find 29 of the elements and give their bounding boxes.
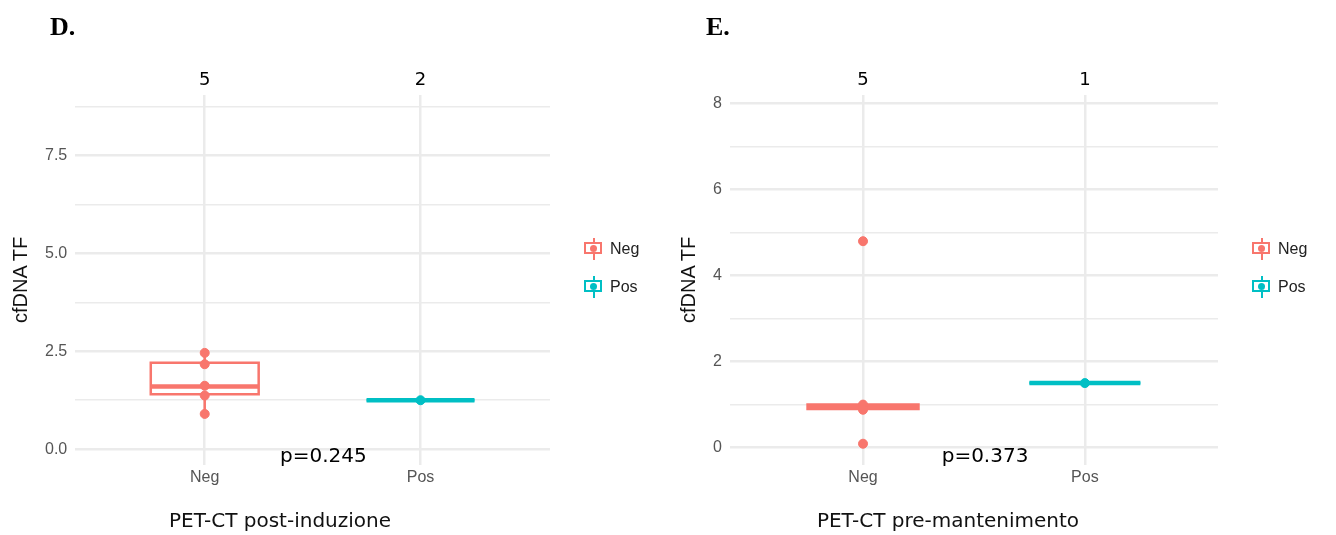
y-tick-label: 0.0 bbox=[44, 439, 68, 457]
text: 5 bbox=[857, 67, 869, 89]
x-axis-title: PET-CT pre-mantenimento bbox=[815, 508, 1081, 532]
x-tick-label: Pos bbox=[406, 467, 435, 485]
y-tick-label: 7.5 bbox=[44, 146, 68, 164]
legend-label: Pos bbox=[610, 278, 638, 296]
text: 5 bbox=[199, 67, 211, 89]
y-tick-label: 2 bbox=[712, 352, 722, 370]
annotation: p=0.373 bbox=[941, 443, 1029, 467]
text: 1 bbox=[1079, 67, 1091, 89]
legend-label: Neg bbox=[1278, 240, 1308, 258]
x-tick-label: Pos bbox=[1071, 467, 1099, 485]
text: 2 bbox=[414, 67, 427, 89]
y-tick-label: 8 bbox=[712, 94, 722, 112]
chart-title: E. bbox=[706, 12, 730, 42]
chart-title: D. bbox=[50, 12, 76, 42]
x-axis-title: PET-CT post-induzione bbox=[167, 508, 393, 532]
y-tick-label: 2.5 bbox=[44, 341, 68, 359]
x-tick-label: Neg bbox=[190, 467, 220, 485]
y-tick-label: 0 bbox=[712, 438, 722, 456]
y-axis-title: cfDNA TF bbox=[676, 236, 699, 324]
legend-label: Neg bbox=[610, 240, 640, 258]
y-tick-label: 5.0 bbox=[44, 243, 68, 261]
y-axis-title: cfDNA TF bbox=[8, 236, 31, 324]
annotation: p=0.245 bbox=[280, 443, 367, 467]
legend-label: Pos bbox=[1278, 278, 1306, 296]
y-tick-label: 4 bbox=[712, 266, 722, 284]
x-tick-label: Neg bbox=[848, 467, 878, 485]
y-tick-label: 6 bbox=[712, 180, 722, 198]
